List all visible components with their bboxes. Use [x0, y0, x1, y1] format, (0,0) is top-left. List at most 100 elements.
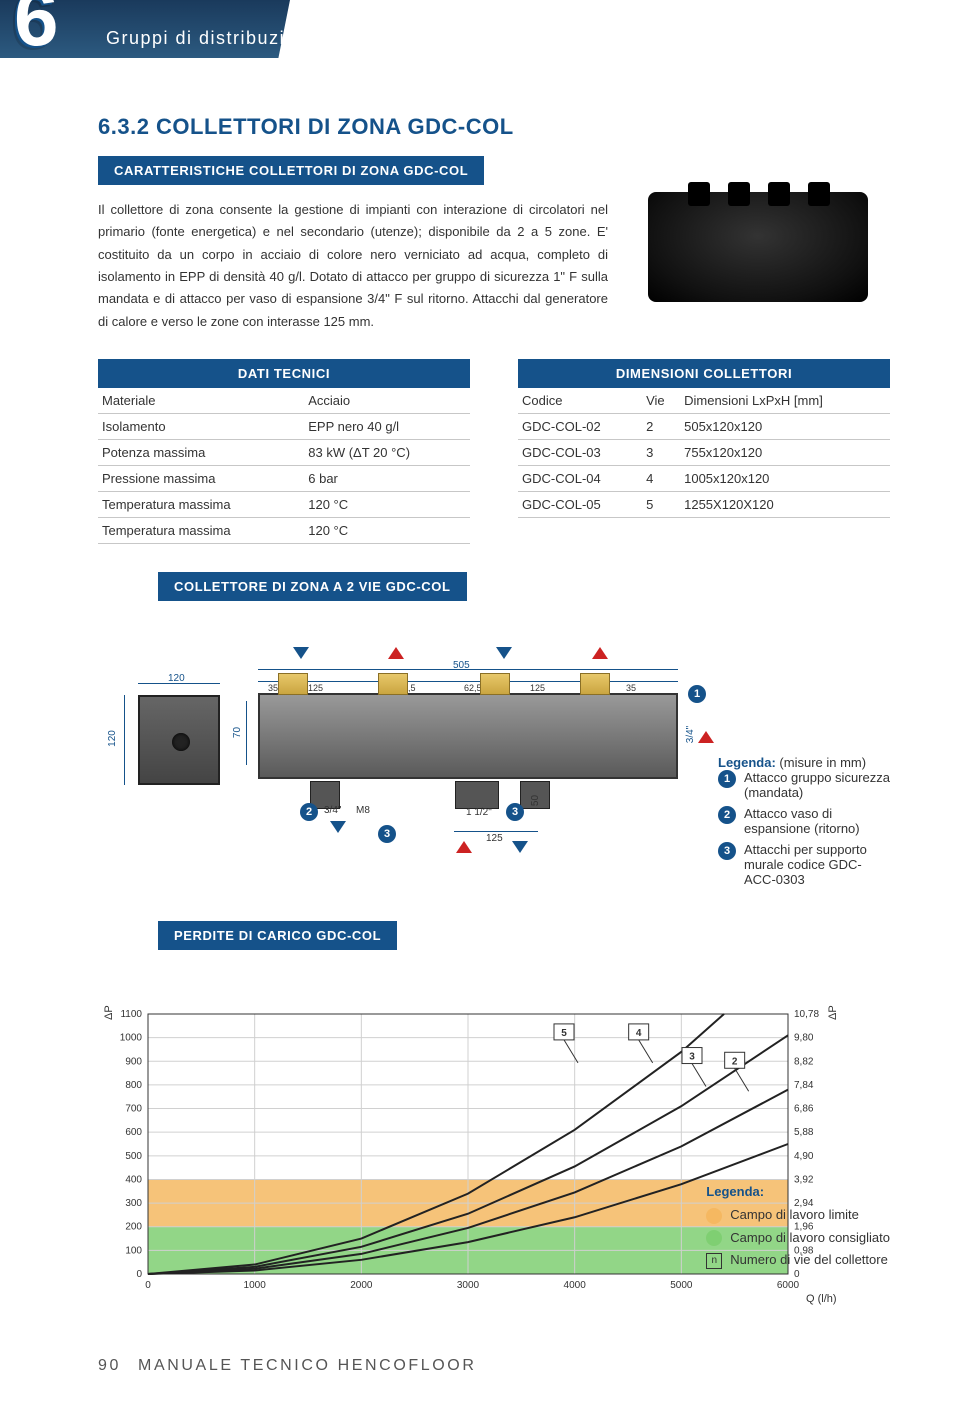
chapter-number: 6 [14, 0, 55, 64]
table-row: GDC-COL-0551255X120X120 [518, 492, 890, 518]
svg-text:1000: 1000 [120, 1033, 143, 1044]
section-title: 6.3.2 COLLETTORI DI ZONA GDC-COL [98, 114, 890, 140]
legend-unit: (misure in mm) [779, 755, 866, 770]
thread-label: M8 [356, 805, 370, 816]
svg-text:10,78: 10,78 [794, 1009, 819, 1020]
chart-legend-item: nNumero di vie del collettore [706, 1252, 890, 1269]
svg-text:4000: 4000 [564, 1280, 587, 1291]
manual-title: MANUALE TECNICO HENCOFLOOR [138, 1357, 476, 1374]
product-photo [648, 192, 868, 302]
flow-arrow-down-icon [496, 647, 512, 659]
svg-text:5,88: 5,88 [794, 1127, 814, 1138]
chart-legend-title: Legenda: [706, 1184, 890, 1199]
table-row: Potenza massima83 kW (ΔT 20 °C) [98, 440, 470, 466]
dati-tecnici-table: DATI TECNICI MaterialeAcciaioIsolamentoE… [98, 359, 470, 544]
dimensioni-table: DIMENSIONI COLLETTORI CodiceVieDimension… [518, 359, 890, 544]
svg-text:100: 100 [125, 1246, 142, 1257]
flow-arrow-down-icon [512, 841, 528, 853]
table-row: Pressione massima6 bar [98, 466, 470, 492]
dim-body-h: 70 [232, 727, 243, 738]
dim-segment: 62,5 [464, 683, 482, 693]
collector-diagram: 505 3512562,562,512535 120 120 70 [98, 635, 688, 875]
legend-swatch-icon [706, 1208, 722, 1224]
intro-paragraph: Il collettore di zona consente la gestio… [98, 199, 608, 333]
dim-bottom: 125 [486, 833, 503, 844]
dim-line [258, 681, 678, 682]
table-row: GDC-COL-0441005x120x120 [518, 466, 890, 492]
svg-text:ΔP (mm H₂O): ΔP (mm H₂O) [103, 1004, 115, 1020]
top-port [480, 673, 510, 695]
pressure-loss-chart: 001000,982001,963002,944003,925004,90600… [98, 1004, 890, 1319]
svg-text:ΔP (kPa): ΔP (kPa) [827, 1004, 839, 1020]
svg-text:200: 200 [125, 1222, 142, 1233]
svg-text:900: 900 [125, 1056, 142, 1067]
svg-text:6000: 6000 [777, 1280, 800, 1291]
svg-text:5: 5 [561, 1028, 567, 1039]
legend-item: 1Attacco gruppo sicurezza (mandata) [718, 770, 890, 800]
svg-text:8,82: 8,82 [794, 1056, 814, 1067]
svg-text:800: 800 [125, 1080, 142, 1091]
table-row: GDC-COL-033755x120x120 [518, 440, 890, 466]
dim-heading: DIMENSIONI COLLETTORI [518, 359, 890, 388]
dim-bottom-h: 50 [530, 795, 541, 806]
page-footer: 90 MANUALE TECNICO HENCOFLOOR [0, 1339, 960, 1389]
dati-heading: DATI TECNICI [98, 359, 470, 388]
svg-text:1000: 1000 [244, 1280, 267, 1291]
dim-side-w: 120 [168, 673, 185, 684]
svg-text:500: 500 [125, 1151, 142, 1162]
chapter-tab: 6 Gruppi di distribuzione [0, 0, 960, 84]
callout-marker: 3 [506, 803, 524, 821]
svg-text:Q (l/h): Q (l/h) [806, 1293, 837, 1305]
flow-arrow-up-icon [388, 647, 404, 659]
svg-text:2: 2 [732, 1056, 738, 1067]
svg-text:0: 0 [145, 1280, 151, 1291]
flow-arrow-up-icon [456, 841, 472, 853]
svg-text:600: 600 [125, 1127, 142, 1138]
dim-overall: 505 [453, 660, 470, 671]
legend-item: 3Attacchi per supporto murale codice GDC… [718, 842, 890, 887]
svg-text:1100: 1100 [120, 1009, 142, 1020]
svg-text:400: 400 [125, 1175, 142, 1186]
characteristics-heading: CARATTERISTICHE COLLETTORI DI ZONA GDC-C… [98, 156, 484, 185]
legend-title: Legenda: [718, 755, 776, 770]
thread-label: 1 1/2" [466, 807, 492, 818]
dim-segment: 125 [308, 683, 323, 693]
svg-text:3000: 3000 [457, 1280, 480, 1291]
callout-marker: 2 [300, 803, 318, 821]
page-number: 90 [98, 1357, 121, 1374]
svg-text:7,84: 7,84 [794, 1080, 814, 1091]
front-view [258, 693, 678, 779]
svg-text:3: 3 [689, 1052, 695, 1063]
legend-bullet: 1 [718, 770, 736, 788]
legend-item: 2Attacco vaso di espansione (ritorno) [718, 806, 890, 836]
svg-text:4,90: 4,90 [794, 1151, 814, 1162]
legend-swatch-icon [706, 1230, 722, 1246]
callout-marker: 3 [378, 825, 396, 843]
flow-arrow-up-icon [592, 647, 608, 659]
thread-label: 3/4" [324, 805, 341, 816]
svg-text:300: 300 [125, 1198, 142, 1209]
legend-swatch-icon: n [706, 1253, 722, 1269]
dim-line [124, 695, 125, 785]
top-port [580, 673, 610, 695]
table-row: GDC-COL-022505x120x120 [518, 414, 890, 440]
flow-arrow-up-icon [698, 731, 714, 743]
chapter-title: Gruppi di distribuzione [106, 28, 320, 49]
svg-text:5000: 5000 [670, 1280, 693, 1291]
svg-text:6,86: 6,86 [794, 1104, 814, 1115]
table-row: IsolamentoEPP nero 40 g/l [98, 414, 470, 440]
bottom-port [455, 781, 499, 809]
svg-text:2000: 2000 [350, 1280, 373, 1291]
dim-segment: 35 [626, 683, 636, 693]
dim-right-thread: 3/4" [685, 726, 696, 743]
flow-arrow-down-icon [330, 821, 346, 833]
legend-bullet: 2 [718, 806, 736, 824]
svg-text:4: 4 [636, 1028, 642, 1039]
perdite-heading: PERDITE DI CARICO GDC-COL [158, 921, 397, 950]
dim-segment: 35 [268, 683, 278, 693]
dim-side-h: 120 [107, 730, 118, 747]
chart-legend: Legenda: Campo di lavoro limiteCampo di … [706, 1184, 890, 1275]
legend-bullet: 3 [718, 842, 736, 860]
flow-arrow-down-icon [293, 647, 309, 659]
chart-legend-item: Campo di lavoro limite [706, 1207, 890, 1224]
